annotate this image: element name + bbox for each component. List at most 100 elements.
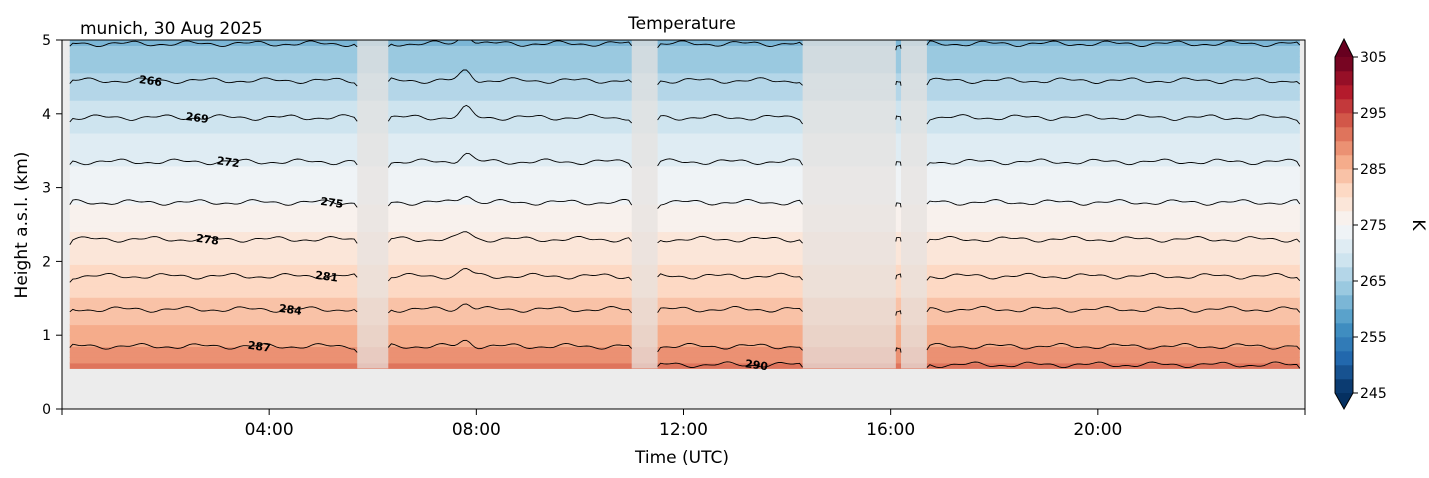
temperature-band <box>69 66 1300 74</box>
colorbar-tick-label: 245 <box>1360 386 1387 402</box>
contour-line <box>387 303 633 314</box>
contour-label: 278 <box>195 232 220 248</box>
temperature-band <box>69 83 1300 90</box>
temperature-band <box>69 132 1300 140</box>
temperature-band <box>69 61 1300 68</box>
temperature-band <box>69 77 1300 85</box>
temperature-band <box>69 138 1300 145</box>
temperature-band <box>69 148 1300 156</box>
x-tick-label: 04:00 <box>245 420 294 440</box>
contour-line <box>69 236 358 245</box>
contour-label: 287 <box>247 339 272 355</box>
contour-line <box>895 202 902 208</box>
temperature-band <box>69 88 1300 96</box>
y-tick-label: 3 <box>42 181 51 197</box>
y-tick-label: 0 <box>42 402 51 418</box>
temperature-band <box>69 154 1300 161</box>
contour-line <box>895 273 902 280</box>
temperature-band <box>69 72 1300 79</box>
contour-line <box>69 114 358 123</box>
temperature-band <box>69 99 1300 107</box>
temperature-band <box>69 351 1300 358</box>
contour-line <box>69 77 358 87</box>
contour-line <box>387 152 633 169</box>
colorbar-segment <box>1335 266 1353 282</box>
temperature-band <box>69 209 1300 216</box>
y-axis-ticks: 0 1 2 3 4 5 <box>42 33 62 418</box>
colorbar-ticks: 245 255 265 275 285 295 305 <box>1353 50 1387 402</box>
contour-line <box>926 199 1301 206</box>
colorbar-segment <box>1335 140 1353 156</box>
colorbar-segment <box>1335 112 1353 128</box>
colorbar-segment <box>1335 56 1353 72</box>
temperature-band <box>69 340 1300 348</box>
colorbar-segment <box>1335 322 1353 338</box>
colorbar-tick-label: 265 <box>1360 274 1387 290</box>
colorbar-label: K <box>1408 219 1428 231</box>
contour-line <box>926 272 1301 282</box>
contour-line <box>657 198 803 209</box>
contour-line <box>895 347 902 353</box>
colorbar-segment <box>1335 182 1353 198</box>
contour-line <box>895 161 902 166</box>
temperature-band <box>69 225 1300 233</box>
temperature-band <box>69 302 1300 309</box>
colorbar-segment <box>1335 168 1353 184</box>
temperature-band <box>69 296 1300 304</box>
contour-line <box>387 268 633 282</box>
colorbar-segment <box>1335 70 1353 86</box>
contour-line <box>657 306 803 313</box>
colorbar-tick-label: 305 <box>1360 50 1387 66</box>
contour-line <box>387 339 633 350</box>
temperature-band <box>69 324 1300 331</box>
temperature-band <box>69 329 1300 337</box>
contour-label: 290 <box>744 357 769 373</box>
temperature-band <box>69 50 1300 57</box>
temperature-band <box>69 313 1300 320</box>
temperature-band <box>69 274 1300 282</box>
temperature-band <box>69 214 1300 222</box>
contour-line <box>895 44 902 51</box>
chart-subtitle: munich, 30 Aug 2025 <box>80 19 263 39</box>
contour-label: 269 <box>185 110 210 126</box>
chart-title: Temperature <box>627 14 736 34</box>
colorbar: 245 255 265 275 285 295 305 K <box>1334 37 1428 411</box>
y-tick-label: 1 <box>42 328 51 344</box>
temperature-band <box>69 187 1300 194</box>
contour-label: 272 <box>216 154 241 170</box>
x-axis-ticks: 04:00 08:00 12:00 16:00 20:00 <box>61 409 1306 440</box>
temperature-band <box>69 110 1300 118</box>
contour-line <box>69 272 358 283</box>
colorbar-segment <box>1335 238 1353 254</box>
contour-line <box>926 342 1301 351</box>
contour-line <box>895 80 902 86</box>
colorbar-tick-label: 255 <box>1360 330 1387 346</box>
colorbar-segment <box>1335 224 1353 240</box>
contour-line <box>69 40 358 48</box>
temperature-band <box>69 143 1300 150</box>
temperature-band <box>69 40 1300 46</box>
contour-line <box>657 158 803 167</box>
y-axis-label: Height a.s.l. (km) <box>12 152 32 299</box>
contour-label: 281 <box>314 269 339 285</box>
colorbar-segment <box>1335 280 1353 296</box>
temperature-band <box>69 220 1300 227</box>
contour-line <box>387 195 633 207</box>
colorbar-segment <box>1335 154 1353 170</box>
temperature-band <box>69 346 1300 353</box>
contour-line <box>69 306 358 313</box>
colorbar-tick-label: 275 <box>1360 218 1387 234</box>
contour-line <box>926 40 1301 48</box>
colorbar-segment <box>1335 294 1353 310</box>
temperature-band <box>69 263 1300 271</box>
colorbar-tick-label: 285 <box>1360 162 1387 178</box>
colorbar-segment <box>1335 210 1353 226</box>
contour-line <box>657 114 803 125</box>
x-tick-label: 12:00 <box>659 420 708 440</box>
temperature-band <box>69 252 1300 260</box>
colorbar-segment <box>1335 98 1353 114</box>
colorbar-segment <box>1335 378 1353 394</box>
contour-line <box>387 104 633 124</box>
x-axis-label: Time (UTC) <box>634 448 729 468</box>
temperature-band <box>69 121 1300 129</box>
